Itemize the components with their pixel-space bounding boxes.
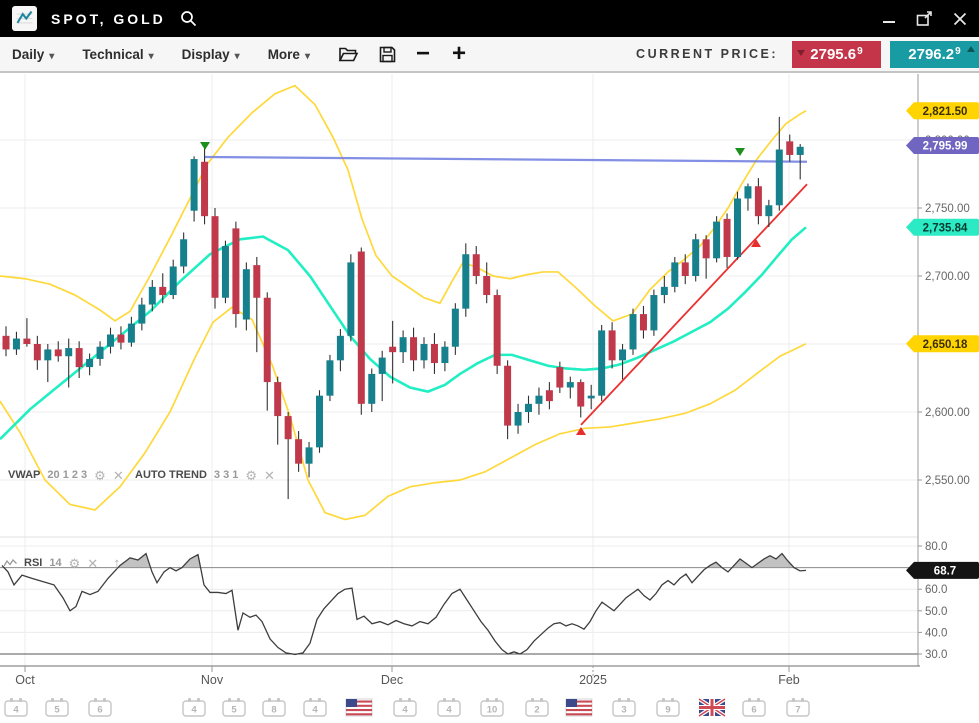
close-button[interactable]	[953, 12, 967, 26]
calendar-event-icon[interactable]: 4	[183, 698, 205, 716]
close-icon[interactable]: ✕	[87, 558, 98, 569]
menu-more[interactable]: More▾	[268, 47, 310, 62]
bid-price: 2795.69	[792, 41, 881, 68]
event-day-number: 8	[271, 705, 276, 716]
chevron-down-icon: ▾	[235, 51, 240, 62]
chevron-down-icon: ▾	[149, 51, 154, 62]
calendar-event-icon[interactable]: 6	[89, 698, 111, 716]
vwap-indicator-label: VWAP 20 1 2 3 ⚙ ✕	[8, 469, 124, 481]
calendar-event-icon[interactable]: 4	[394, 698, 416, 716]
menu-display[interactable]: Display▾	[182, 47, 240, 62]
menu-daily[interactable]: Daily▾	[12, 47, 54, 62]
event-day-number: 7	[795, 705, 800, 716]
calendar-event-icon[interactable]: 4	[438, 698, 460, 716]
event-day-number: 6	[97, 705, 102, 716]
calendar-event-icon[interactable]: 5	[223, 698, 245, 716]
event-day-number: 10	[487, 705, 498, 716]
event-day-number: 4	[446, 705, 452, 716]
event-day-number: 4	[312, 705, 318, 716]
calendar-event-icon[interactable]: 7	[787, 698, 809, 716]
tag-value: 2,821.50	[923, 106, 968, 118]
zoom-in-button[interactable]: +	[452, 44, 466, 64]
price-tick-label: 2,750.00	[925, 203, 970, 215]
chevron-down-icon: ▾	[305, 51, 310, 62]
indicator-squiggle-icon	[4, 559, 17, 568]
month-label: Nov	[201, 673, 224, 687]
open-folder-icon[interactable]	[338, 46, 359, 63]
autotrend-indicator-label: AUTO TREND 3 3 1 ⚙ ✕	[135, 469, 275, 481]
calendar-event-icon[interactable]: 9	[657, 698, 679, 716]
arrow-up-icon	[967, 46, 975, 52]
event-day-number: 4	[402, 705, 408, 716]
rsi-tick-label: 50.0	[925, 606, 947, 618]
rsi-indicator-label: RSI 14 ⚙ ✕ ↑	[4, 557, 121, 569]
uk-flag-icon[interactable]	[699, 699, 725, 716]
us-flag-icon[interactable]	[566, 699, 592, 716]
close-icon[interactable]: ✕	[113, 470, 124, 481]
gear-icon[interactable]: ⚙	[94, 470, 106, 481]
gear-icon[interactable]: ⚙	[245, 470, 257, 481]
zoom-out-button[interactable]: −	[416, 44, 430, 64]
rsi-tick-label: 40.0	[925, 627, 947, 639]
close-icon[interactable]: ✕	[264, 470, 275, 481]
save-icon[interactable]	[379, 46, 396, 63]
calendar-event-icon[interactable]: 2	[526, 698, 548, 716]
rsi-tick-label: 60.0	[925, 584, 947, 596]
price-tick-label: 2,550.00	[925, 475, 970, 487]
rsi-tick-label: 30.0	[925, 649, 947, 661]
month-label: Oct	[15, 673, 35, 687]
event-day-number: 5	[54, 705, 60, 716]
price-tick-label: 2,600.00	[925, 407, 970, 419]
price-tick-label: 2,700.00	[925, 271, 970, 283]
event-day-number: 4	[13, 705, 19, 716]
calendar-event-icon[interactable]: 4	[5, 698, 27, 716]
chart-toolbar: Daily▾ Technical▾ Display▾ More▾ − + CUR…	[0, 37, 979, 73]
tag-value: 2,735.84	[923, 222, 968, 234]
move-pane-up-icon[interactable]: ↑	[113, 558, 121, 569]
chevron-down-icon: ▾	[49, 51, 54, 62]
event-day-number: 2	[534, 705, 539, 716]
minimize-button[interactable]	[882, 12, 896, 26]
arrow-down-icon	[797, 50, 805, 56]
popout-window-button[interactable]	[916, 11, 933, 27]
calendar-event-icon[interactable]: 10	[481, 698, 503, 716]
calendar-event-icon[interactable]: 6	[743, 698, 765, 716]
event-day-number: 4	[191, 705, 197, 716]
month-label: Feb	[778, 673, 800, 687]
search-icon[interactable]	[180, 10, 197, 27]
chart-plot-area[interactable]	[0, 74, 918, 666]
price-chart: 2,800.002,750.002,700.002,650.002,600.00…	[0, 73, 979, 723]
ask-price: 2796.29	[890, 41, 979, 68]
tag-value: 2,795.99	[923, 140, 968, 152]
us-flag-icon[interactable]	[346, 699, 372, 716]
calendar-event-icon[interactable]: 5	[46, 698, 68, 716]
calendar-event-icon[interactable]: 3	[613, 698, 635, 716]
month-label: 2025	[579, 673, 607, 687]
chart-area: 2,800.002,750.002,700.002,650.002,600.00…	[0, 73, 979, 723]
event-day-number: 5	[231, 705, 237, 716]
symbol-title: SPOT, GOLD	[51, 11, 166, 27]
calendar-event-icon[interactable]: 8	[263, 698, 285, 716]
month-label: Dec	[381, 673, 403, 687]
title-bar: SPOT, GOLD	[0, 0, 979, 37]
gear-icon[interactable]: ⚙	[69, 558, 81, 569]
current-price-label: CURRENT PRICE:	[636, 47, 778, 61]
app-logo-icon	[12, 6, 37, 31]
event-day-number: 3	[621, 705, 626, 716]
menu-technical[interactable]: Technical▾	[82, 47, 153, 62]
tag-value: 2,650.18	[923, 339, 968, 351]
calendar-event-icon[interactable]: 4	[304, 698, 326, 716]
rsi-tick-label: 80.0	[925, 541, 947, 553]
event-day-number: 6	[751, 705, 756, 716]
event-day-number: 9	[665, 705, 670, 716]
tag-value: 68.7	[934, 565, 956, 577]
